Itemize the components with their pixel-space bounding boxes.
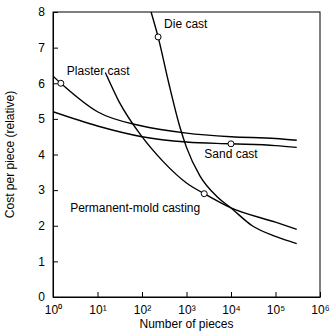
y-tick: 5	[38, 112, 58, 126]
y-tick-label: 8	[38, 5, 45, 19]
y-axis-title: Cost per piece (relative)	[3, 91, 17, 218]
y-tick-label: 2	[38, 219, 45, 233]
y-tick-label: 1	[38, 255, 45, 269]
x-tick: 10⁵	[267, 292, 285, 317]
x-tick-mark	[231, 292, 232, 297]
y-axis: 0 1 2 3 4 5 6 7 8	[38, 5, 58, 304]
y-tick-mark	[53, 261, 58, 262]
series-point	[155, 34, 161, 40]
series-label: Permanent-mold casting	[70, 201, 200, 215]
y-tick-label: 4	[38, 148, 45, 162]
x-tick: 10⁶	[311, 292, 329, 317]
chart: 10⁰ 10¹ 10² 10³ 10⁴ 10⁵ 10⁶ 0 1 2 3 4 5 6 7 8 Number of …	[0, 0, 331, 331]
plot-frame	[53, 12, 320, 297]
x-axis-line	[54, 297, 321, 298]
x-tick-mark	[98, 292, 99, 297]
x-tick-label: 10⁰	[45, 303, 62, 317]
y-tick-mark	[53, 83, 58, 84]
y-tick-mark	[53, 297, 58, 298]
series-point	[201, 191, 207, 197]
series-line	[53, 112, 297, 148]
y-tick: 1	[38, 255, 58, 269]
y-tick-mark	[53, 190, 58, 191]
x-tick: 10³	[178, 292, 195, 317]
x-tick-label: 10⁶	[311, 303, 329, 317]
x-axis-title: Number of pieces	[139, 317, 233, 331]
x-tick-label: 10³	[178, 303, 195, 317]
x-tick-mark	[320, 292, 321, 297]
y-tick-label: 5	[38, 112, 45, 126]
x-tick: 10¹	[89, 292, 106, 317]
x-axis: 10⁰ 10¹ 10² 10³ 10⁴ 10⁵ 10⁶	[45, 292, 330, 317]
x-tick: 10²	[134, 292, 151, 317]
y-tick: 7	[38, 41, 58, 55]
x-tick-label: 10⁵	[267, 303, 285, 317]
y-tick: 4	[38, 148, 58, 162]
y-tick-mark	[53, 12, 58, 13]
y-tick: 8	[38, 5, 58, 19]
y-tick-label: 3	[38, 183, 45, 197]
y-tick-label: 6	[38, 77, 45, 91]
x-tick-label: 10⁴	[222, 303, 241, 317]
plot-area	[53, 12, 297, 244]
y-tick-label: 0	[38, 290, 45, 304]
series-line	[53, 76, 297, 140]
y-tick: 3	[38, 183, 58, 197]
x-tick-mark	[142, 292, 143, 297]
y-tick-mark	[53, 48, 58, 49]
y-tick-mark	[53, 119, 58, 120]
y-tick-mark	[53, 155, 58, 156]
series-point	[58, 80, 64, 86]
x-tick: 10⁴	[222, 292, 241, 317]
series-label: Sand cast	[204, 147, 258, 161]
series-label: Die cast	[164, 17, 208, 31]
x-tick-mark	[187, 292, 188, 297]
series-label: Plaster cast	[67, 64, 130, 78]
y-tick: 2	[38, 219, 58, 233]
series-labels: Die cast Plaster cast Sand cast Permanent-m…	[67, 17, 259, 215]
y-tick-label: 7	[38, 41, 45, 55]
y-tick-mark	[53, 226, 58, 227]
x-tick-label: 10¹	[89, 303, 106, 317]
x-tick-mark	[276, 292, 277, 297]
x-tick-label: 10²	[134, 303, 151, 317]
y-tick: 0	[38, 290, 58, 304]
